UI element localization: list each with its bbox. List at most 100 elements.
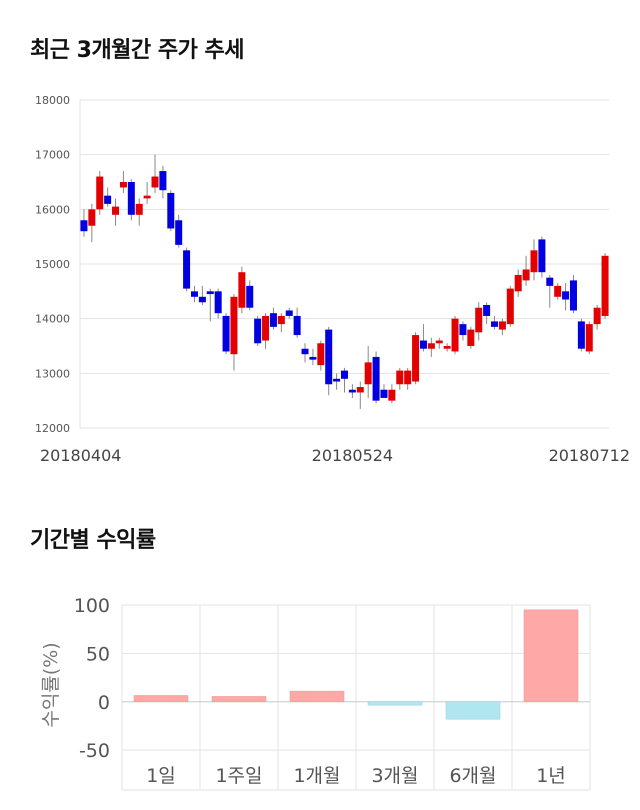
candle-body [341, 370, 348, 379]
x-tick-label: 1일 [146, 765, 176, 787]
candle [222, 313, 230, 355]
candle [230, 294, 238, 371]
candle [475, 302, 483, 341]
candle-body [88, 209, 96, 226]
candle-body [491, 321, 499, 327]
candle-body [96, 176, 104, 210]
candle-body [135, 203, 143, 215]
candle-body [104, 195, 112, 204]
candle [419, 324, 427, 352]
bar [211, 696, 267, 703]
candle [269, 307, 277, 330]
candle-body [238, 272, 246, 308]
y-tick-label: 0 [98, 692, 110, 714]
candle [127, 179, 135, 221]
bar [367, 701, 423, 706]
candle [522, 255, 530, 286]
bars [133, 609, 579, 720]
candle [88, 203, 96, 243]
candle [451, 315, 459, 355]
candle [569, 274, 577, 314]
candle [301, 343, 309, 363]
candle [593, 305, 601, 330]
candle-body [380, 389, 388, 398]
candle [341, 367, 348, 393]
candle [325, 326, 333, 396]
candle-body [475, 307, 483, 333]
y-tick-label: 13000 [35, 367, 70, 380]
candle [348, 384, 356, 398]
candle [119, 171, 127, 193]
candle-body [293, 315, 301, 336]
candle-body [112, 206, 120, 215]
candle [380, 384, 388, 398]
candle [562, 283, 570, 311]
candle [309, 348, 317, 366]
candle-body [246, 285, 254, 308]
candle [190, 285, 198, 303]
candle-body [190, 291, 198, 297]
candle-body [325, 329, 333, 385]
candle-body [143, 195, 151, 199]
candle-body [80, 220, 88, 232]
candle [277, 313, 285, 333]
candle-body [514, 274, 522, 292]
candle-body [419, 340, 427, 349]
candle-body [459, 324, 467, 336]
candle-body [483, 305, 491, 316]
candle [388, 384, 396, 404]
candle-body [435, 340, 443, 344]
y-tick-label: 17000 [35, 149, 70, 162]
x-tick-label: 20180524 [312, 446, 393, 465]
bar-y-axis-label: 수익률(%) [40, 642, 62, 727]
x-tick-label: 20180404 [40, 446, 121, 465]
bar [523, 609, 579, 703]
candle [601, 253, 609, 319]
candle-body [214, 291, 222, 314]
candle-body [585, 324, 593, 352]
candle-body [404, 370, 412, 385]
candle [238, 266, 246, 314]
bar-grid [121, 604, 591, 791]
candle-body [554, 285, 562, 297]
candle [356, 381, 364, 409]
candle [538, 236, 546, 278]
y-tick-label: 18000 [35, 94, 70, 107]
y-tick-label: -50 [79, 740, 110, 762]
y-tick-label: 12000 [35, 422, 70, 435]
candlestick-chart: 12000 13000 14000 15000 16000 17000 18000 2018… [35, 94, 630, 465]
candle-body [372, 356, 380, 401]
candle-body [151, 176, 159, 188]
candle [262, 313, 270, 349]
candle-body [522, 269, 530, 281]
candle [364, 346, 372, 398]
candle-body [467, 329, 475, 346]
candle-body [388, 389, 396, 401]
candle-body [309, 356, 317, 360]
y-tick-label: 100 [74, 595, 110, 617]
candle [412, 332, 420, 385]
candle-body [364, 362, 372, 385]
candle [198, 285, 206, 305]
candle-body [412, 335, 420, 382]
candle-body [396, 370, 404, 385]
candle [112, 198, 120, 226]
candle-body [317, 343, 325, 366]
candle [396, 367, 404, 390]
candles [80, 154, 609, 409]
candle-body [254, 318, 262, 344]
candle-body [269, 313, 277, 327]
candle-body [427, 343, 435, 349]
x-tick-label: 1주일 [215, 765, 262, 787]
returns-title: 기간별 수익률 [30, 528, 156, 553]
candle [498, 318, 506, 336]
candle [151, 154, 159, 193]
candle [577, 318, 585, 352]
candle-body [198, 296, 206, 303]
candle [443, 343, 451, 352]
y-tick-label: 14000 [35, 313, 70, 326]
candle-body [506, 288, 514, 325]
candle [459, 321, 467, 341]
candle [554, 283, 562, 300]
